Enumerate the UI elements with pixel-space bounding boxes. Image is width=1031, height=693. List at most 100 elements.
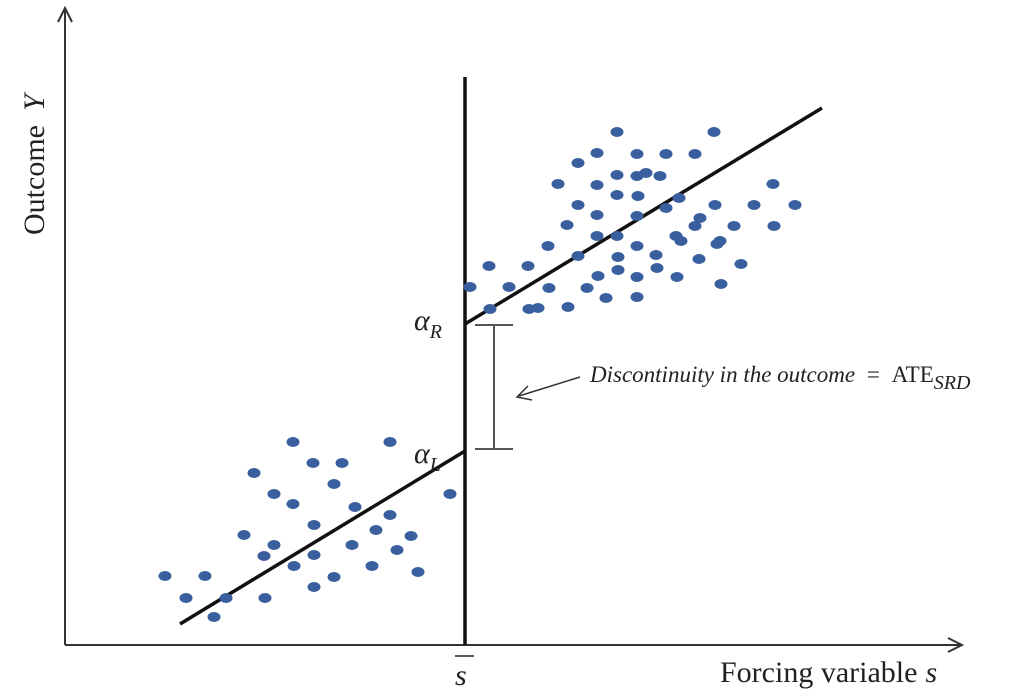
scatter-point	[571, 200, 585, 210]
scatter-point	[383, 510, 397, 520]
scatter-point	[335, 458, 349, 468]
ate-subscript: SRD	[934, 372, 971, 394]
scatter-point	[369, 525, 383, 535]
scatter-point	[237, 530, 251, 540]
annotation-arrow	[515, 376, 581, 401]
scatter-point	[653, 171, 667, 181]
scatter-point	[463, 282, 477, 292]
scatter-point	[307, 520, 321, 530]
scatter-point	[286, 499, 300, 509]
scatter-point	[707, 127, 721, 137]
discontinuity-bracket	[475, 324, 513, 450]
scatter-point	[307, 582, 321, 592]
scatter-point	[258, 593, 272, 603]
scatter-point	[630, 149, 644, 159]
scatter-point	[599, 293, 613, 303]
scatter-point	[631, 191, 645, 201]
scatter-point	[688, 149, 702, 159]
scatter-point	[727, 221, 741, 231]
scatter-point	[571, 251, 585, 261]
alpha-l-label: αL	[414, 437, 441, 476]
scatter-point	[571, 158, 585, 168]
scatter-left	[158, 437, 457, 622]
scatter-point	[307, 550, 321, 560]
scatter-point	[659, 149, 673, 159]
scatter-point	[502, 282, 516, 292]
scatter-point	[365, 561, 379, 571]
scatter-point	[207, 612, 221, 622]
scatter-point	[390, 545, 404, 555]
scatter-point	[610, 170, 624, 180]
scatter-point	[482, 261, 496, 271]
scatter-point	[551, 179, 565, 189]
scatter-point	[590, 180, 604, 190]
scatter-point	[590, 231, 604, 241]
scatter-point	[693, 213, 707, 223]
scatter-point	[179, 593, 193, 603]
scatter-point	[670, 272, 684, 282]
scatter-point	[610, 127, 624, 137]
scatter-point	[788, 200, 802, 210]
scatter-point	[610, 190, 624, 200]
scatter-point	[158, 571, 172, 581]
scatter-point	[443, 489, 457, 499]
scatter-point	[411, 567, 425, 577]
scatter-point	[649, 250, 663, 260]
annotation-text: Discontinuity in the outcome = ATESRD	[589, 362, 971, 394]
scatter-point	[483, 304, 497, 314]
scatter-point	[306, 458, 320, 468]
scatter-point	[542, 283, 556, 293]
scatter-point	[734, 259, 748, 269]
scatter-point	[345, 540, 359, 550]
scatter-point	[219, 593, 233, 603]
scatter-point	[580, 283, 594, 293]
scatter-point	[714, 279, 728, 289]
scatter-point	[267, 489, 281, 499]
scatter-point	[541, 241, 555, 251]
scatter-point	[287, 561, 301, 571]
x-axis-arrowhead	[947, 637, 965, 653]
scatter-point	[404, 531, 418, 541]
scatter-point	[561, 302, 575, 312]
scatter-point	[639, 168, 653, 178]
scatter-point	[692, 254, 706, 264]
scatter-point	[327, 479, 341, 489]
scatter-point	[674, 236, 688, 246]
scatter-point	[590, 210, 604, 220]
scatter-point	[531, 303, 545, 313]
scatter-point	[610, 231, 624, 241]
scatter-point	[560, 220, 574, 230]
scatter-point	[383, 437, 397, 447]
scatter-point	[611, 252, 625, 262]
scatter-point	[521, 261, 535, 271]
scatter-right	[463, 127, 802, 314]
threshold-label: s	[455, 659, 467, 692]
scatter-point	[630, 292, 644, 302]
scatter-point	[659, 203, 673, 213]
scatter-point	[630, 272, 644, 282]
scatter-point	[327, 572, 341, 582]
scatter-point	[590, 148, 604, 158]
scatter-point	[247, 468, 261, 478]
scatter-point	[348, 502, 362, 512]
y-axis-label: OutcomeY	[18, 91, 51, 235]
scatter-point	[767, 221, 781, 231]
scatter-point	[630, 241, 644, 251]
x-axis-label: Forcing variable s	[720, 656, 937, 689]
scatter-point	[286, 437, 300, 447]
axes	[57, 5, 965, 653]
scatter-point	[611, 265, 625, 275]
scatter-point	[708, 200, 722, 210]
scatter-point	[591, 271, 605, 281]
scatter-point	[650, 263, 664, 273]
scatter-point	[713, 236, 727, 246]
scatter-point	[672, 193, 686, 203]
scatter-point	[267, 540, 281, 550]
scatter-point	[257, 551, 271, 561]
scatter-point	[747, 200, 761, 210]
scatter-point	[766, 179, 780, 189]
y-axis-arrowhead	[57, 5, 73, 23]
scatter-point	[198, 571, 212, 581]
scatter-point	[630, 211, 644, 221]
